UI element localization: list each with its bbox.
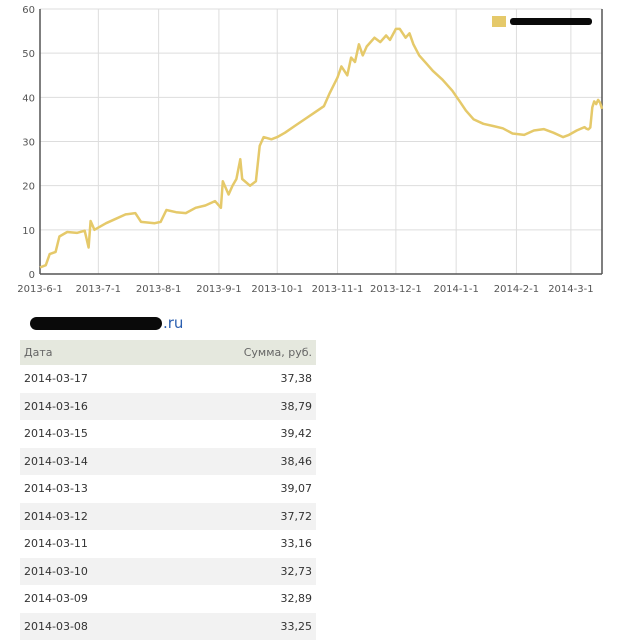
row-date: 2014-03-16	[20, 392, 164, 420]
row-sum: 38,79	[163, 392, 316, 420]
y-tick-label: 0	[29, 270, 35, 281]
x-tick-label: 2013-12-1	[370, 284, 422, 295]
x-tick-label: 2013-11-1	[312, 284, 364, 295]
row-date: 2014-03-12	[20, 502, 164, 530]
column-header-date: Дата	[20, 340, 164, 365]
row-sum: 37,72	[163, 502, 316, 530]
x-tick-label: 2013-8-1	[136, 284, 181, 295]
x-tick-label: 2014-1-1	[433, 284, 478, 295]
series-line-0	[39, 27, 604, 269]
table-row: 2014-03-13 39,07	[20, 475, 316, 503]
y-tick-label: 60	[22, 5, 35, 16]
row-sum: 39,07	[280, 482, 313, 496]
payments-table: Дата Сумма, руб. 2014-03-17 37,38 2014-03…	[20, 340, 316, 640]
table-header-row: Дата Сумма, руб.	[20, 340, 316, 365]
y-tick-label: 10	[22, 226, 35, 237]
y-tick-label: 30	[22, 138, 35, 149]
row-date: 2014-03-15	[24, 427, 88, 441]
row-sum: 32,89	[280, 592, 313, 606]
table-row: 2014-03-16 38,79	[20, 392, 316, 420]
x-tick-label: 2013-10-1	[251, 284, 303, 295]
row-date: 2014-03-11	[24, 537, 88, 551]
legend-label-redacted	[510, 18, 592, 25]
y-tick-label: 40	[22, 93, 35, 104]
table-row: 2014-03-17 37,38	[20, 365, 316, 393]
table-row: 2014-03-09 32,89	[20, 585, 316, 613]
x-tick-label: 2014-2-1	[494, 284, 539, 295]
row-date: 2014-03-13	[24, 482, 88, 496]
x-tick-label: 2013-9-1	[196, 284, 241, 295]
legend-swatch	[492, 16, 506, 27]
row-sum: 39,42	[280, 427, 313, 441]
table-row: 2014-03-11 33,16	[20, 530, 316, 558]
y-tick-label: 50	[22, 49, 35, 60]
column-header-sum: Сумма, руб.	[163, 340, 316, 365]
table-row: 2014-03-12 37,72	[20, 502, 316, 530]
table-row: 2014-03-14 38,46	[20, 447, 316, 475]
x-tick-label: 2013-6-1	[17, 284, 62, 295]
y-tick-label: 20	[22, 182, 35, 193]
table-row: 2014-03-08 33,25	[20, 612, 316, 640]
row-date: 2014-03-09	[24, 592, 88, 606]
line-chart: 0 10 20 30 40 50 60 2013-6-1 2013-7-1 2013-8-1 201…	[17, 5, 604, 295]
redacted-site-name	[30, 316, 162, 330]
table-row: 2014-03-15 39,42	[20, 420, 316, 448]
row-sum: 37,38	[280, 372, 313, 386]
row-sum: 32,73	[163, 557, 316, 585]
row-date: 2014-03-14	[20, 447, 164, 475]
row-sum: 38,46	[163, 447, 316, 475]
x-tick-label: 2014-3-1	[548, 284, 593, 295]
site-domain-suffix: .ru	[163, 314, 184, 332]
x-tick-label: 2013-7-1	[76, 284, 121, 295]
row-sum: 33,25	[163, 612, 316, 640]
table-row: 2014-03-10 32,73	[20, 557, 316, 585]
row-sum: 33,16	[280, 537, 313, 551]
row-date: 2014-03-17	[24, 372, 88, 386]
site-title: .ru	[30, 312, 183, 334]
row-date: 2014-03-10	[20, 557, 164, 585]
row-date: 2014-03-08	[20, 612, 164, 640]
